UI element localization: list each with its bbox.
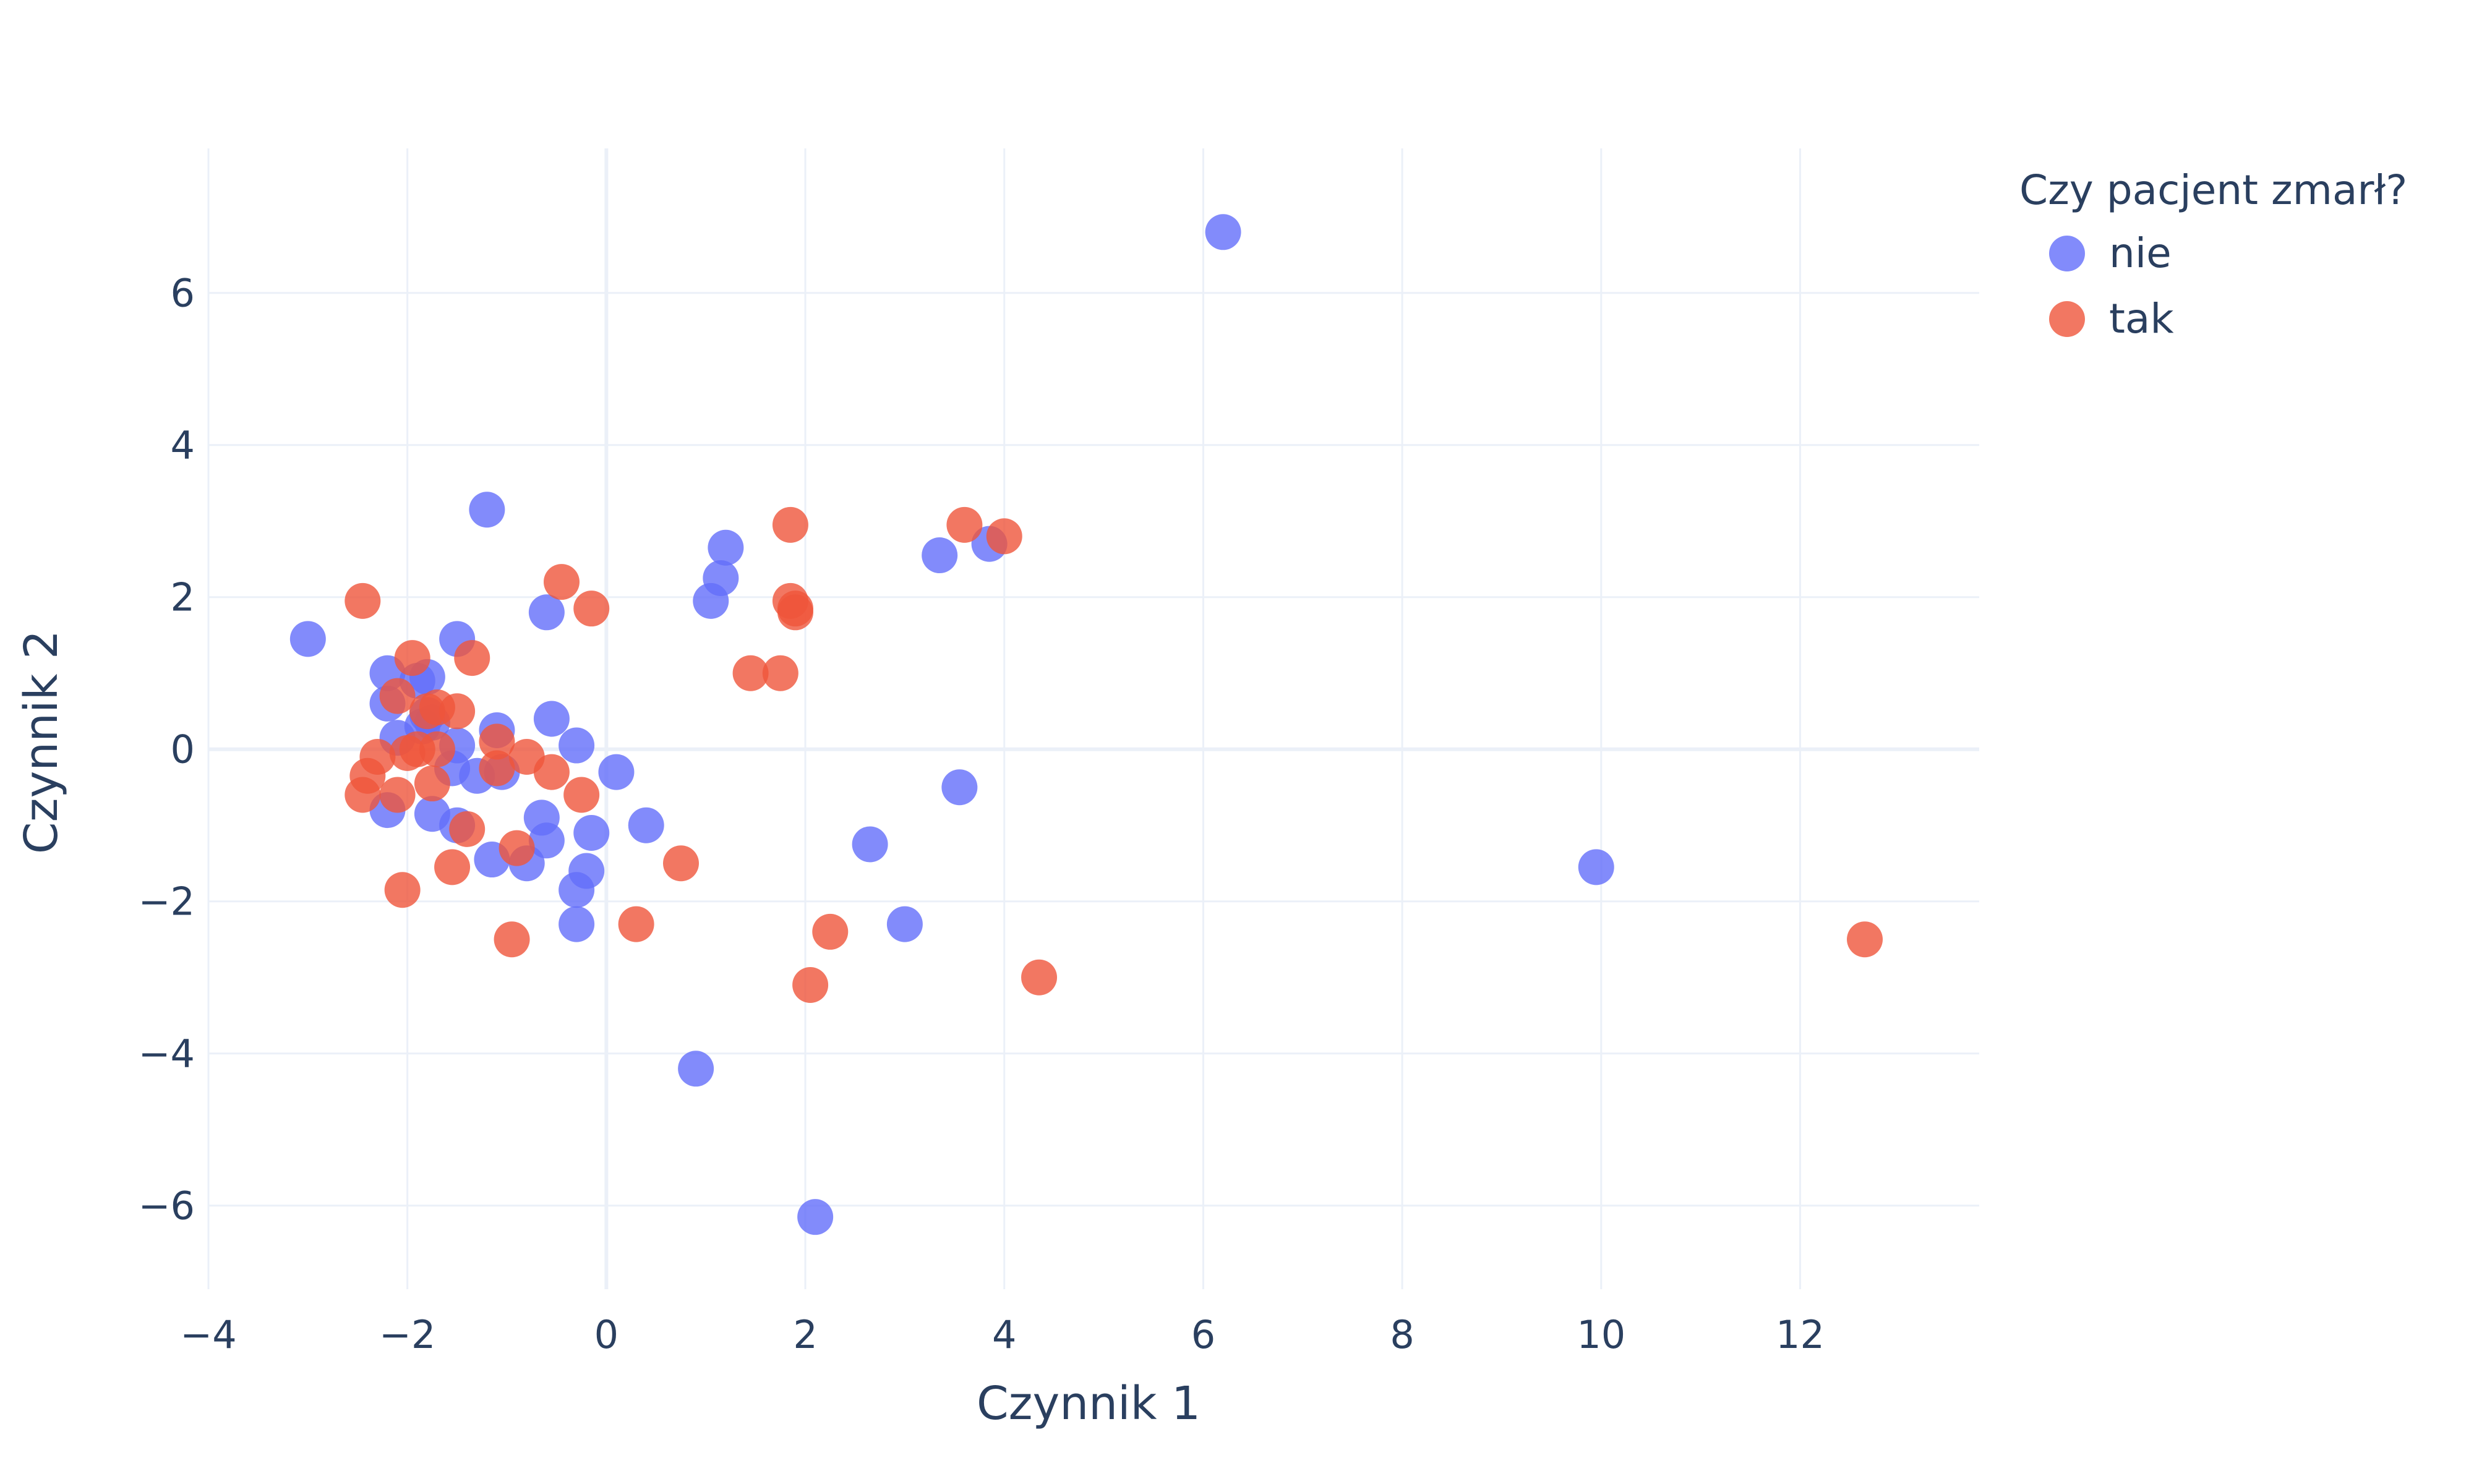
y-tick-label: −4 xyxy=(139,1031,195,1077)
scatter-points xyxy=(289,214,1883,1235)
data-point-tak[interactable] xyxy=(812,913,849,950)
y-tick-label: −2 xyxy=(139,879,195,924)
legend-label-nie: nie xyxy=(2109,229,2172,277)
data-point-tak[interactable] xyxy=(663,845,700,882)
data-point-tak[interactable] xyxy=(379,777,416,813)
x-axis-title: Czynnik 1 xyxy=(977,1377,1201,1430)
y-tick-label: 4 xyxy=(171,423,195,468)
legend-label-tak: tak xyxy=(2109,295,2174,343)
data-point-tak[interactable] xyxy=(772,506,808,543)
x-tick-label: 8 xyxy=(1390,1312,1414,1357)
data-point-nie[interactable] xyxy=(703,560,739,596)
data-point-nie[interactable] xyxy=(1578,849,1614,885)
data-point-tak[interactable] xyxy=(479,750,515,787)
y-tick-labels: −6 −4 −2 0 2 4 6 xyxy=(139,271,195,1229)
data-point-tak[interactable] xyxy=(439,693,476,730)
data-point-nie[interactable] xyxy=(678,1051,714,1087)
legend-marker-tak xyxy=(2049,301,2085,337)
data-point-tak[interactable] xyxy=(494,921,530,958)
data-point-tak[interactable] xyxy=(533,754,570,790)
data-point-tak[interactable] xyxy=(419,731,455,767)
data-point-tak[interactable] xyxy=(573,591,610,627)
data-point-nie[interactable] xyxy=(559,727,595,764)
legend-item-nie[interactable]: nie xyxy=(2049,229,2172,277)
data-point-nie[interactable] xyxy=(533,701,570,737)
y-tick-label: 0 xyxy=(171,727,195,772)
data-point-tak[interactable] xyxy=(359,739,396,775)
legend-title: Czy pacjent zmarł? xyxy=(2019,166,2407,214)
x-tick-labels: −4 −2 0 2 4 6 8 10 12 xyxy=(180,1312,1825,1357)
data-point-tak[interactable] xyxy=(946,506,983,543)
data-point-tak[interactable] xyxy=(499,830,535,866)
data-point-tak[interactable] xyxy=(777,594,813,631)
data-point-tak[interactable] xyxy=(563,777,600,813)
data-point-tak[interactable] xyxy=(384,872,421,908)
data-point-tak[interactable] xyxy=(414,765,450,802)
data-point-nie[interactable] xyxy=(628,807,664,843)
x-tick-label: 2 xyxy=(793,1312,817,1357)
data-point-nie[interactable] xyxy=(797,1199,834,1235)
data-point-nie[interactable] xyxy=(568,853,605,889)
data-point-tak[interactable] xyxy=(449,811,486,847)
data-point-tak[interactable] xyxy=(732,655,769,691)
data-point-nie[interactable] xyxy=(922,537,958,574)
data-point-tak[interactable] xyxy=(792,967,829,1003)
series-tak xyxy=(345,506,1883,1003)
x-tick-label: −4 xyxy=(180,1312,236,1357)
data-point-tak[interactable] xyxy=(454,640,490,676)
data-point-tak[interactable] xyxy=(379,678,416,714)
y-axis-title: Czynnik 2 xyxy=(15,630,68,854)
data-point-nie[interactable] xyxy=(528,822,565,859)
horizontal-gridlines xyxy=(208,292,1979,1207)
x-tick-label: 4 xyxy=(992,1312,1016,1357)
data-point-tak[interactable] xyxy=(986,518,1022,555)
data-point-nie[interactable] xyxy=(886,906,923,942)
legend: Czy pacjent zmarł? nie tak xyxy=(2019,166,2407,343)
data-point-nie[interactable] xyxy=(852,826,888,863)
legend-marker-nie xyxy=(2049,236,2085,271)
data-point-nie[interactable] xyxy=(1205,214,1241,250)
y-tick-label: −6 xyxy=(139,1183,195,1229)
x-tick-label: −2 xyxy=(379,1312,435,1357)
data-point-nie[interactable] xyxy=(559,906,595,942)
data-point-tak[interactable] xyxy=(1021,959,1058,996)
data-point-nie[interactable] xyxy=(528,594,565,631)
data-point-nie[interactable] xyxy=(289,621,326,657)
data-point-tak[interactable] xyxy=(762,655,798,691)
data-point-nie[interactable] xyxy=(598,754,635,790)
y-tick-label: 6 xyxy=(171,271,195,316)
data-point-tak[interactable] xyxy=(394,640,430,676)
data-point-tak[interactable] xyxy=(434,849,471,885)
data-point-nie[interactable] xyxy=(469,492,505,528)
y-tick-label: 2 xyxy=(171,575,195,620)
x-tick-label: 10 xyxy=(1577,1312,1625,1357)
data-point-nie[interactable] xyxy=(708,529,744,566)
x-tick-label: 12 xyxy=(1776,1312,1825,1357)
data-point-nie[interactable] xyxy=(941,769,978,806)
legend-item-tak[interactable]: tak xyxy=(2049,295,2174,343)
data-point-tak[interactable] xyxy=(345,582,381,619)
data-point-nie[interactable] xyxy=(573,815,610,851)
data-point-tak[interactable] xyxy=(618,906,654,942)
data-point-tak[interactable] xyxy=(543,564,580,600)
data-point-tak[interactable] xyxy=(479,723,515,760)
x-tick-label: 0 xyxy=(594,1312,618,1357)
x-tick-label: 6 xyxy=(1191,1312,1215,1357)
data-point-tak[interactable] xyxy=(1847,921,1883,958)
